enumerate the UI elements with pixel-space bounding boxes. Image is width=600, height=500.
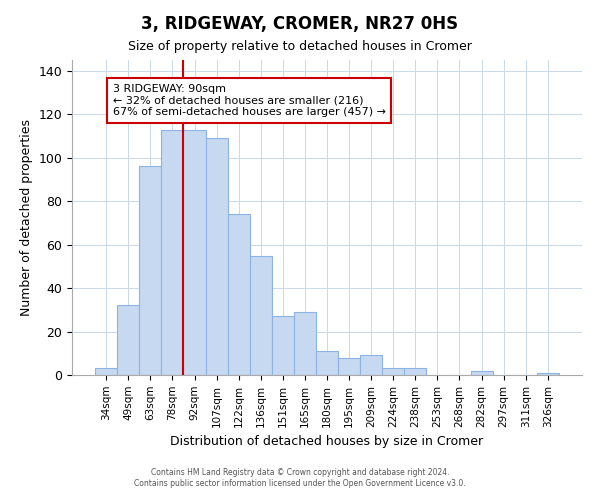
Bar (294, 312, 316, 375)
Bar (470, 370, 493, 375)
Bar (206, 138, 227, 375)
Text: 3, RIDGEWAY, CROMER, NR27 0HS: 3, RIDGEWAY, CROMER, NR27 0HS (142, 15, 458, 33)
X-axis label: Distribution of detached houses by size in Cromer: Distribution of detached houses by size … (170, 435, 484, 448)
Bar (382, 368, 404, 375)
Bar (272, 316, 294, 375)
Bar (360, 356, 382, 375)
Text: Contains HM Land Registry data © Crown copyright and database right 2024.
Contai: Contains HM Land Registry data © Crown c… (134, 468, 466, 487)
Bar (227, 214, 250, 375)
Text: 3 RIDGEWAY: 90sqm
← 32% of detached houses are smaller (216)
67% of semi-detache: 3 RIDGEWAY: 90sqm ← 32% of detached hous… (113, 84, 386, 117)
Bar (184, 130, 206, 375)
Text: Size of property relative to detached houses in Cromer: Size of property relative to detached ho… (128, 40, 472, 53)
Bar (95, 368, 117, 375)
Bar (537, 373, 559, 375)
Bar (404, 368, 427, 375)
Bar (139, 166, 161, 375)
Bar (161, 130, 184, 375)
Bar (316, 351, 338, 375)
Bar (250, 256, 272, 375)
Bar (117, 306, 139, 375)
Y-axis label: Number of detached properties: Number of detached properties (20, 119, 33, 316)
Bar (338, 358, 360, 375)
